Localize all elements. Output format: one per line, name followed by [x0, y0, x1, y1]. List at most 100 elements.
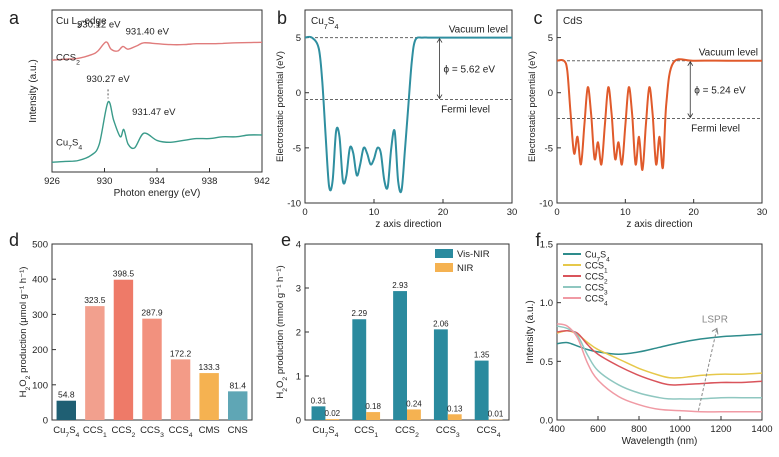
- panel-f-xlabel: Wavelength (nm): [622, 436, 698, 447]
- panel-f-legend-label-3: CCS3: [585, 283, 608, 297]
- panel-b-ytick-label-1: 0: [296, 88, 301, 99]
- panel-e-bar-1-3: [447, 414, 462, 420]
- panel-c-ytick-label-2: -5: [545, 143, 553, 154]
- panel-c-title: CdS: [563, 16, 583, 27]
- panel-d-bar-value-5: 133.3: [199, 362, 221, 372]
- panel-b-phi-arrowhead-bottom: [436, 94, 443, 100]
- panel-a-title: Cu L3-edge: [56, 16, 107, 30]
- panel-d-category-5: CMS: [199, 425, 220, 436]
- panel-f-ytick-label-0: 0.0: [540, 416, 553, 427]
- panel-d-bar-value-2: 398.5: [113, 269, 135, 279]
- panel-b-ylabel: Electrostatic potential (eV): [275, 51, 286, 162]
- panel-f-lspr-arrowhead: [711, 327, 719, 335]
- panel-f-series-4: [556, 323, 762, 413]
- panel-b-xtick-label-3: 30: [507, 207, 518, 218]
- panel-b-xtick-label-1: 10: [369, 207, 380, 218]
- panel-a-series-label-0: CCS2: [56, 53, 80, 67]
- panel-c-xtick-label-1: 10: [620, 207, 631, 218]
- panel-e-bar-value-1-4: 0.01: [488, 410, 504, 419]
- panel-d-bar-value-4: 172.2: [170, 348, 192, 358]
- panel-f-legend-label-0: Cu7S4: [585, 250, 610, 264]
- panel-e-bar-value-1-2: 0.24: [406, 399, 422, 408]
- panel-b-vacuum-label: Vacuum level: [449, 25, 508, 36]
- panel-c-phi-label: ϕ = 5.24 eV: [694, 86, 746, 97]
- panel-e-legend-swatch-1: [435, 263, 453, 272]
- panel-f-series-0: [556, 333, 763, 356]
- panel-f-lspr-label: LSPR: [702, 314, 728, 325]
- panel-a-peak-label-3: 931.47 eV: [132, 107, 176, 118]
- panel-d-bar-value-3: 287.9: [141, 308, 163, 318]
- panel-f-legend-label-1: CCS1: [585, 261, 608, 275]
- panel-b-xtick-label-0: 0: [302, 207, 307, 218]
- panel-c-xtick-label-0: 0: [554, 207, 559, 218]
- panel-d-bar-value-6: 81.4: [229, 380, 246, 390]
- panel-c-ytick-label-1: 0: [548, 88, 553, 99]
- panel-b-ytick-label-3: -10: [287, 199, 301, 210]
- panel-e-bar-0-4: [474, 360, 489, 420]
- panel-d-bar-2: [113, 279, 134, 420]
- panel-e-ytick-label-4: 4: [296, 240, 301, 251]
- panel-f-xtick-label-2: 800: [631, 424, 647, 435]
- panel-d-bar-value-0: 54.8: [58, 390, 75, 400]
- panel-e-category-0: Cu7S4: [312, 425, 338, 439]
- panel-c-ylabel: Electrostatic potential (eV): [527, 51, 538, 162]
- panel-e-bar-0-0: [311, 406, 326, 420]
- panel-b-phi-arrowhead-top: [436, 37, 443, 43]
- panel-e-bar-value-1-3: 0.13: [447, 404, 463, 413]
- panel-f-ytick-label-1: 0.5: [540, 357, 553, 368]
- panel-d-category-2: CCS2: [111, 425, 135, 439]
- panel-e-bar-value-0-2: 2.93: [392, 281, 408, 290]
- panel-d-ytick-label-3: 300: [32, 310, 48, 321]
- panel-f-series-3: [556, 325, 762, 400]
- panel-b-letter: b: [277, 8, 287, 28]
- panel-d-bar-1: [85, 306, 105, 420]
- panel-e-ytick-label-2: 2: [296, 328, 301, 339]
- panel-a-xtick-label-2: 934: [149, 176, 165, 187]
- panel-c-vacuum-label: Vacuum level: [699, 48, 758, 59]
- panel-f-ytick-label-3: 1.5: [540, 240, 553, 251]
- panel-a-xtick-label-3: 938: [202, 176, 218, 187]
- panel-c-ytick-label-0: 5: [548, 33, 553, 44]
- panel-c-series: [556, 58, 762, 171]
- panel-f-xtick-label-3: 1000: [669, 424, 690, 435]
- panel-e-ylabel: H2O2 production (mmol g⁻¹ h⁻¹): [275, 265, 289, 398]
- panel-c-frame: [556, 9, 763, 204]
- panel-f-ytick-label-2: 1.0: [540, 298, 553, 309]
- panel-a-peak-label-0: 930.12 eV: [77, 19, 121, 30]
- panel-d-ylabel: H2O2 production (μmol g⁻¹ h⁻¹): [18, 267, 32, 398]
- panel-a-xtick-label-1: 930: [97, 176, 113, 187]
- panel-a-series-0: [51, 41, 263, 61]
- panel-e-legend-swatch-0: [435, 249, 453, 258]
- panel-e-category-3: CCS3: [436, 425, 460, 439]
- panel-c-phi-arrowhead-bottom: [687, 113, 694, 119]
- panel-f-xtick-label-4: 1200: [710, 424, 731, 435]
- panel-a-xtick-label-0: 926: [44, 176, 60, 187]
- panel-d-category-0: Cu7S4: [53, 425, 79, 439]
- panel-e-category-1: CCS1: [354, 425, 378, 439]
- panel-b-frame: [304, 9, 513, 204]
- panel-e-bar-1-0: [325, 419, 340, 420]
- panel-b-series: [304, 35, 512, 194]
- panel-c-phi-arrowhead-top: [687, 60, 694, 66]
- panel-e-bar-0-2: [393, 291, 407, 420]
- panel-d-ytick-label-5: 500: [32, 240, 48, 251]
- panel-f-legend-label-4: CCS4: [585, 294, 608, 308]
- panel-a-ylabel: Intensity (a.u.): [28, 59, 39, 122]
- panel-e-legend-label-0: Vis-NIR: [457, 249, 490, 260]
- panel-e-bar-value-1-1: 0.18: [365, 402, 381, 411]
- panel-f-xtick-label-0: 400: [549, 424, 565, 435]
- panel-d-bar-value-1: 323.5: [84, 295, 106, 305]
- panel-e-bar-0-3: [433, 329, 448, 420]
- panel-d-category-3: CCS3: [140, 425, 164, 439]
- panel-d-bar-3: [142, 318, 162, 420]
- panel-d-bar-4: [170, 359, 191, 420]
- panel-d-category-6: CNS: [228, 425, 248, 436]
- panel-a-xlabel: Photon energy (eV): [114, 188, 201, 199]
- panel-c-letter: c: [534, 8, 543, 28]
- panel-c-xlabel: z axis direction: [626, 219, 692, 230]
- panel-a-xtick-label-4: 942: [254, 176, 270, 187]
- panel-d-ytick-label-4: 400: [32, 275, 48, 286]
- panel-a-letter: a: [9, 8, 20, 28]
- panel-e-bar-1-2: [407, 409, 421, 420]
- panel-b-xlabel: z axis direction: [375, 219, 441, 230]
